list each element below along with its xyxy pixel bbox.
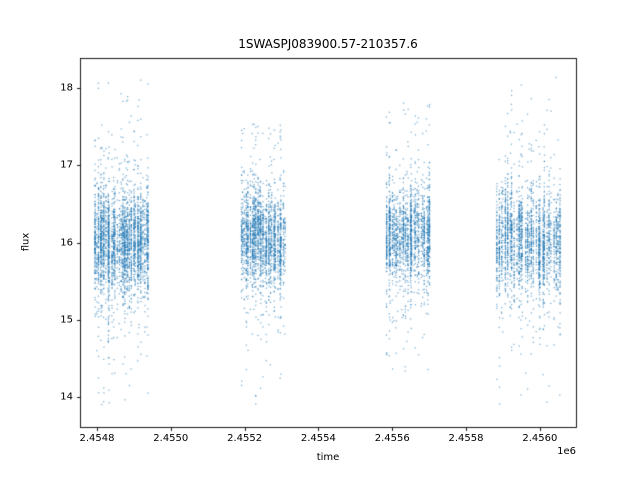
x-tick-label: 2.4552	[227, 433, 263, 444]
x-tick-label: 2.4560	[522, 433, 558, 444]
x-tick-label: 2.4554	[300, 433, 336, 444]
x-tick-label: 2.4556	[374, 433, 410, 444]
y-tick-label: 15	[60, 314, 73, 326]
x-axis-offset-label: 1e6	[557, 446, 576, 457]
x-tick-label: 2.4558	[448, 433, 484, 444]
y-tick-label: 18	[60, 82, 73, 94]
y-tick-label: 14	[60, 391, 73, 403]
x-tick-label: 2.4550	[153, 433, 189, 444]
chart-title: 1SWASPJ083900.57-210357.6	[238, 37, 418, 51]
x-tick-label: 2.4548	[79, 433, 115, 444]
y-tick-label: 17	[60, 159, 73, 171]
y-tick-label: 16	[60, 237, 73, 248]
x-axis-label: time	[316, 452, 340, 463]
